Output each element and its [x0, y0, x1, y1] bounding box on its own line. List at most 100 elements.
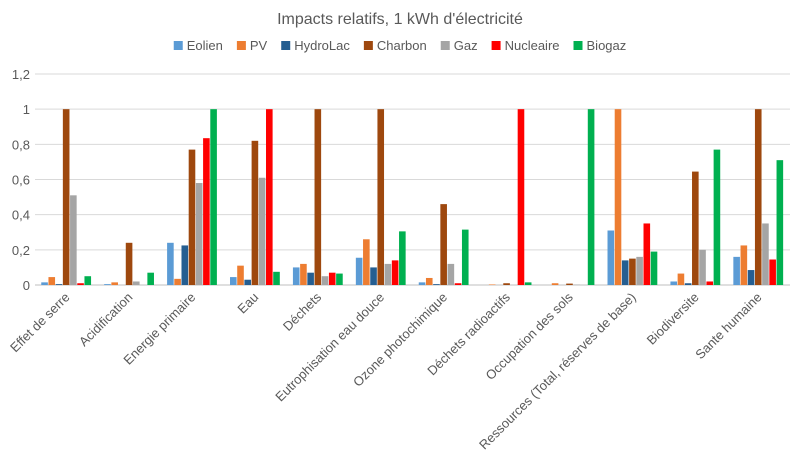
bar-nucleaire [706, 281, 714, 285]
bar-gaz [132, 281, 140, 285]
bar-nucleaire [454, 283, 462, 285]
bar-gaz [636, 256, 643, 285]
bar-eolien [41, 282, 48, 285]
bar-eolien [230, 277, 237, 285]
bar-charbon [62, 109, 70, 286]
bar-nucleaire [643, 223, 651, 285]
bar-hydrolac [747, 270, 755, 285]
bar-pv [111, 282, 118, 285]
bar-pv [740, 245, 748, 285]
bar-eolien [607, 230, 615, 285]
bar-biogaz [399, 231, 406, 285]
bar-biogaz [273, 271, 280, 285]
bar-biogaz [650, 251, 658, 285]
bar-pv [363, 239, 370, 285]
legend-label: Nucleaire [505, 38, 560, 53]
bar-hydrolac [244, 279, 252, 285]
x-tick-label: Biodiversite [644, 290, 702, 348]
bar-biogaz [524, 282, 532, 285]
legend-swatch [573, 41, 583, 50]
bar-pv [614, 109, 622, 286]
legend-label: Eolien [187, 38, 223, 53]
bar-hydrolac [307, 272, 314, 285]
bar-gaz [70, 195, 77, 285]
legend-label: HydroLac [294, 38, 350, 53]
bar-hydrolac [370, 267, 377, 285]
x-tick-label: Déchets [280, 289, 325, 334]
legend-label: Gaz [454, 38, 478, 53]
bar-eolien [167, 242, 174, 285]
bar-nucleaire [769, 259, 776, 285]
bar-nucleaire [391, 260, 399, 285]
bar-eolien [292, 267, 300, 285]
bar-eolien [733, 256, 740, 285]
bar-nucleaire [266, 109, 273, 286]
bar-charbon [251, 140, 259, 285]
bar-charbon [566, 283, 573, 285]
y-tick-label: 1 [23, 102, 30, 117]
legend-label: PV [250, 38, 268, 53]
legend-label: Biogaz [587, 38, 627, 53]
x-tick-label: Eau [234, 290, 261, 317]
bar-gaz [321, 276, 329, 285]
bar-eolien [355, 257, 363, 285]
bar-eolien [670, 281, 678, 285]
bar-pv [300, 263, 307, 285]
legend-swatch [236, 41, 246, 50]
bar-gaz [447, 263, 455, 285]
chart-title: Impacts relatifs, 1 kWh d'électricité [277, 11, 523, 28]
bar-biogaz [84, 276, 92, 285]
bar-charbon [440, 204, 447, 285]
legend-swatch [281, 41, 291, 50]
bar-nucleaire [328, 272, 336, 285]
bar-charbon [754, 109, 762, 286]
legend: Eolien PV HydroLac Charbon Gaz Nucleaire Bioga… [173, 38, 627, 53]
bar-pv [488, 284, 496, 285]
bar-gaz [258, 177, 266, 285]
bar-charbon [377, 109, 385, 286]
bar-hydrolac [181, 245, 189, 285]
x-tick-label: Sante humaine [692, 290, 764, 362]
bar-pv [237, 265, 244, 285]
bar-nucleaire [203, 138, 210, 285]
bar-biogaz [147, 272, 154, 285]
bar-nucleaire [517, 109, 525, 286]
y-tick-label: 1,2 [12, 67, 30, 82]
bar-biogaz [587, 109, 595, 286]
y-tick-label: 0 [23, 278, 30, 293]
bar-eolien [104, 284, 111, 285]
bar-biogaz [461, 229, 469, 285]
bar-charbon [188, 149, 196, 285]
legend-label: Charbon [377, 38, 427, 53]
bar-gaz [699, 249, 706, 285]
bar-charbon [629, 258, 636, 285]
x-tick-label: Effet de serre [7, 290, 73, 356]
bar-pv [174, 278, 181, 285]
bars [41, 109, 784, 286]
bar-pv [677, 273, 685, 285]
bar-charbon [125, 242, 133, 285]
bar-charbon [503, 283, 510, 285]
bar-pv [425, 277, 433, 285]
y-tick-label: 0,8 [12, 137, 30, 152]
bar-biogaz [336, 273, 343, 285]
x-tick-label: Acidification [76, 290, 136, 350]
bar-gaz [762, 223, 769, 285]
y-axis: 0 0,2 0,4 0,6 0,8 1 1,2 [12, 67, 30, 293]
bar-gaz [384, 263, 392, 285]
bar-charbon [314, 109, 322, 286]
bar-pv [48, 277, 56, 285]
bar-hydrolac [684, 283, 692, 285]
bar-hydrolac [55, 284, 63, 285]
x-tick-label: Eutrophisation eau douce [272, 290, 387, 405]
bar-biogaz [776, 160, 784, 285]
bar-gaz [195, 183, 203, 285]
bar-eolien [418, 282, 426, 285]
bar-biogaz [713, 149, 721, 285]
legend-swatch [363, 41, 373, 50]
y-tick-label: 0,4 [12, 208, 30, 223]
legend-swatch [440, 41, 450, 50]
